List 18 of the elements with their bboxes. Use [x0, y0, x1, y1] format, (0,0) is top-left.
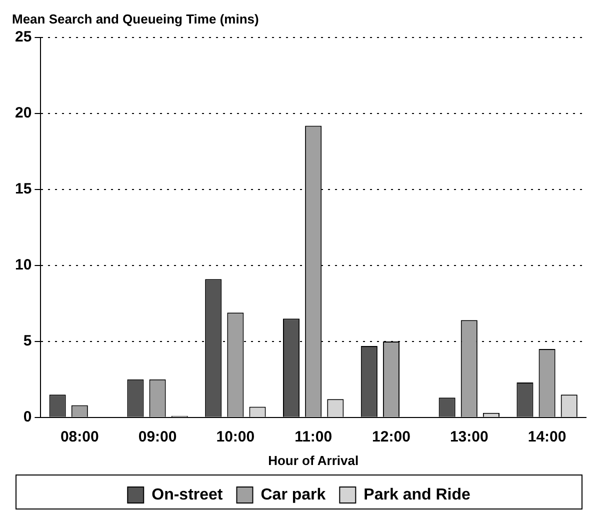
- y-tick-label: 25: [14, 28, 32, 46]
- y-tick-label: 15: [14, 180, 32, 198]
- legend-label: On-street: [152, 486, 224, 504]
- y-tick-label: 5: [23, 332, 32, 350]
- x-axis-title: Hour of Arrival: [268, 452, 359, 468]
- chart-title: Mean Search and Queueing Time (mins): [12, 11, 259, 26]
- x-tick-label: 14:00: [528, 428, 566, 446]
- x-tick-label: 08:00: [60, 428, 99, 446]
- x-tick-label: 13:00: [450, 428, 488, 446]
- legend-label: Car park: [260, 486, 326, 504]
- x-tick-label: 12:00: [372, 428, 410, 446]
- y-tick-label: 10: [14, 256, 32, 274]
- legend-label: Park and Ride: [364, 486, 470, 504]
- x-tick-label: 11:00: [294, 428, 332, 446]
- x-tick-label: 09:00: [138, 428, 177, 446]
- x-tick-label: 10:00: [216, 428, 255, 446]
- y-tick-label: 20: [14, 104, 32, 122]
- y-tick-label: 0: [23, 408, 32, 426]
